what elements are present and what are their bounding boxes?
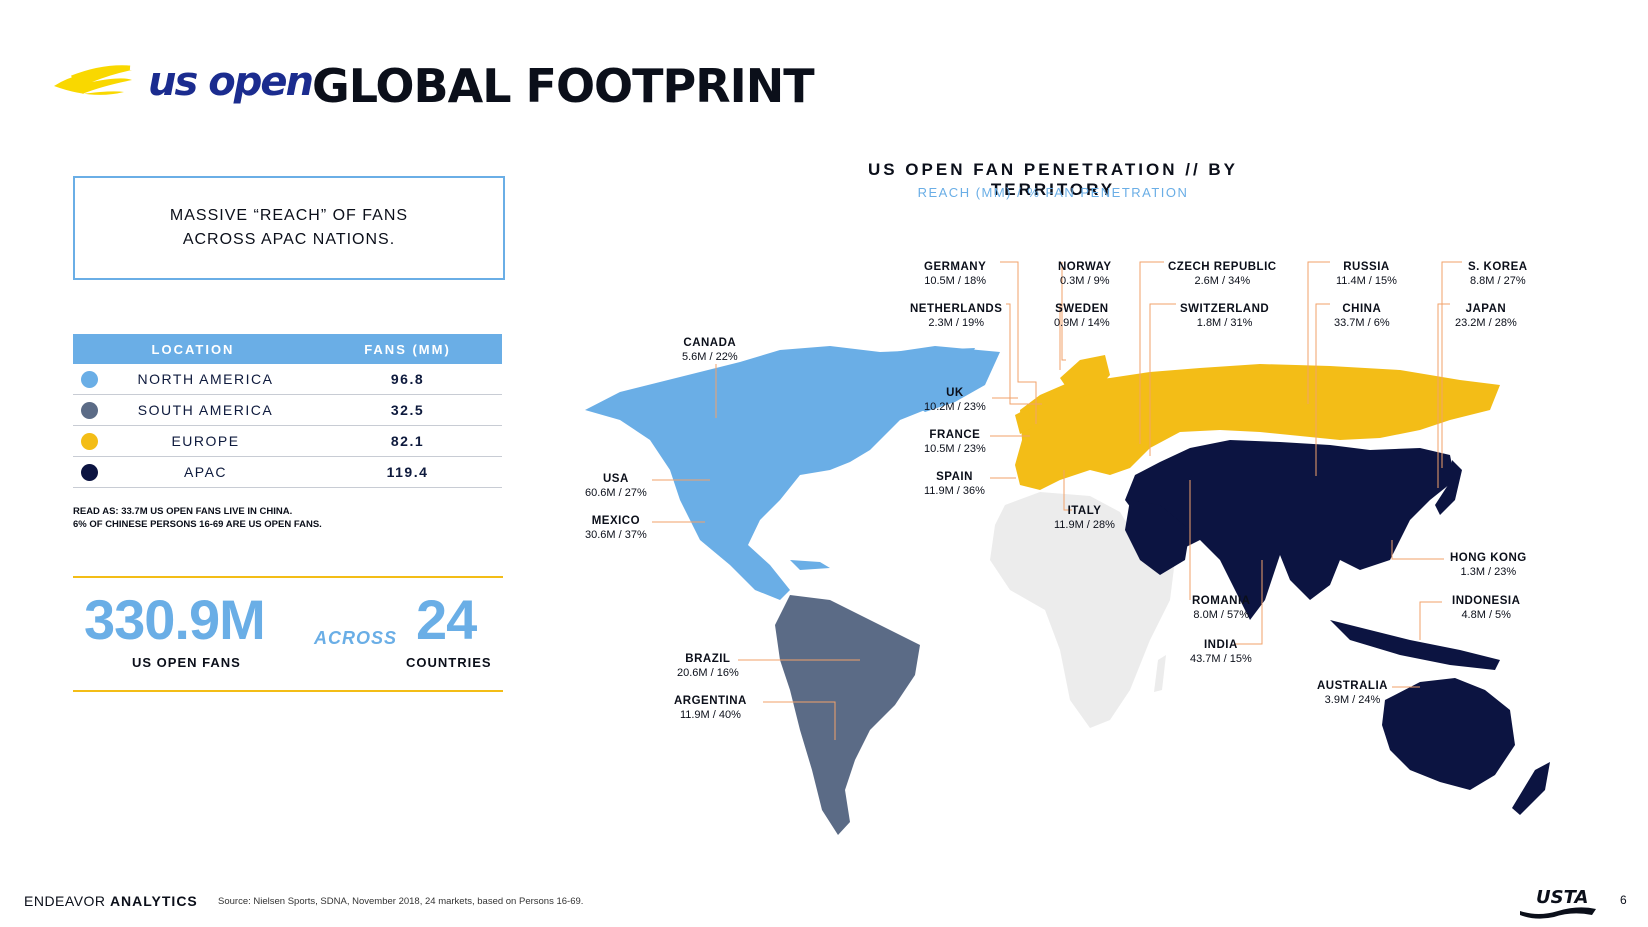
indonesia-shape (1330, 620, 1500, 670)
region-color-dot-icon (81, 432, 98, 450)
countries-label: COUNTRIES (406, 655, 492, 670)
uk-shape (1015, 408, 1032, 434)
row-location: EUROPE (171, 433, 240, 449)
arabia-shape (1125, 500, 1190, 575)
greenland-shape (880, 346, 1000, 412)
callout-line-2: ACROSS APAC NATIONS. (182, 231, 396, 248)
endeavor-analytics-logo: ENDEAVOR ANALYTICS (24, 893, 198, 909)
region-color-dot-icon (81, 463, 98, 481)
stats-top-divider (73, 576, 503, 578)
territory-label-india: INDIA 43.7M / 15% (1190, 639, 1252, 665)
territory-label-norway: NORWAY 0.3M / 9% (1058, 261, 1112, 287)
territory-label-spain: SPAIN 11.9M / 36% (924, 471, 985, 497)
territory-label-germany: GERMANY 10.5M / 18% (924, 261, 987, 287)
total-fans-label: US OPEN FANS (132, 655, 241, 670)
territory-label-italy: ITALY 11.9M / 28% (1054, 505, 1115, 531)
territory-label-uk: UK 10.2M / 23% (924, 387, 986, 413)
row-fans: 96.8 (390, 371, 425, 387)
row-fans: 119.4 (386, 464, 429, 480)
territory-label-china: CHINA 33.7M / 6% (1334, 303, 1390, 329)
territory-label-switzerland: SWITZERLAND 1.8M / 31% (1180, 303, 1270, 329)
madagascar-shape (1154, 655, 1166, 692)
territory-label-russia: RUSSIA 11.4M / 15% (1336, 261, 1397, 287)
row-location: APAC (183, 464, 228, 480)
tennis-ball-swoosh-icon (54, 65, 132, 95)
territory-label-romania: ROMANIA 8.0M / 57% (1192, 595, 1251, 621)
countries-value: 24 (416, 588, 477, 651)
table-row: APAC 119.4 (73, 457, 502, 488)
australia-shape (1382, 678, 1515, 790)
read-as-note: READ AS: 33.7M US OPEN FANS LIVE IN CHIN… (73, 505, 322, 531)
territory-label-canada: CANADA 5.6M / 22% (682, 337, 738, 363)
row-fans: 32.5 (390, 402, 425, 418)
map-title: US OPEN FAN PENETRATION // BY TERRITORY (867, 160, 1239, 199)
note-line-1: READ AS: 33.7M US OPEN FANS LIVE IN CHIN… (73, 506, 293, 517)
territory-label-mexico: MEXICO 30.6M / 37% (585, 515, 647, 541)
across-text: ACROSS (314, 628, 398, 648)
africa-shape (990, 492, 1175, 728)
territory-label-brazil: BRAZIL 20.6M / 16% (677, 653, 739, 679)
map-subtitle: REACH (MM) / % FAN PENETRATION (917, 185, 1189, 200)
territory-label-usa: USA 60.6M / 27% (585, 473, 647, 499)
table-row: NORTH AMERICA 96.8 (73, 364, 502, 395)
table-header: LOCATION FANS (MM) (73, 334, 502, 364)
brand-light-text: ENDEAVOR (24, 893, 106, 909)
territory-label-france: FRANCE 10.5M / 23% (924, 429, 986, 455)
leader-lines (652, 261, 1462, 740)
table-row: SOUTH AMERICA 32.5 (73, 395, 502, 426)
europe-russia-shape (1015, 364, 1500, 490)
stats-bottom-divider (73, 690, 503, 692)
north-america-shape (585, 346, 975, 600)
note-line-2: 6% OF CHINESE PERSONS 16-69 ARE US OPEN … (73, 519, 322, 530)
us-open-logo-text: us open (148, 59, 314, 105)
new-zealand-shape (1512, 762, 1550, 815)
usta-logo-text: USTA (1536, 887, 1588, 908)
fans-by-location-table: LOCATION FANS (MM) NORTH AMERICA 96.8 SO… (73, 334, 502, 488)
caribbean-shape (790, 560, 830, 570)
total-fans-value: 330.9M (84, 588, 266, 651)
asia-shape (1125, 440, 1455, 620)
column-header-location: LOCATION (151, 341, 235, 357)
japan-shape (1435, 460, 1462, 515)
usta-logo-icon: USTA (1520, 887, 1596, 919)
page-title: GLOBAL FOOTPRINT (312, 59, 815, 113)
row-fans: 82.1 (390, 433, 425, 449)
south-america-shape (775, 595, 920, 835)
territory-label-australia: AUSTRALIA 3.9M / 24% (1317, 680, 1388, 706)
brand-bold-text: ANALYTICS (109, 893, 198, 909)
row-location: NORTH AMERICA (137, 371, 274, 387)
scandinavia-shape (1060, 355, 1110, 400)
region-color-dot-icon (81, 401, 98, 419)
territory-label-argentina: ARGENTINA 11.9M / 40% (674, 695, 747, 721)
region-color-dot-icon (81, 370, 98, 388)
page-number: 6 (1620, 893, 1627, 907)
territory-label-sweden: SWEDEN 0.9M / 14% (1054, 303, 1110, 329)
callout-line-1: MASSIVE “REACH” OF FANS (169, 207, 409, 224)
territory-label-south-korea: S. KOREA 8.8M / 27% (1468, 261, 1528, 287)
reach-callout-box: MASSIVE “REACH” OF FANS ACROSS APAC NATI… (73, 176, 505, 280)
territory-label-hong-kong: HONG KONG 1.3M / 23% (1450, 552, 1527, 578)
territory-label-czech-republic: CZECH REPUBLIC 2.6M / 34% (1168, 261, 1277, 287)
territory-label-indonesia: INDONESIA 4.8M / 5% (1452, 595, 1521, 621)
source-note: Source: Nielsen Sports, SDNA, November 2… (218, 896, 584, 907)
row-location: SOUTH AMERICA (137, 402, 274, 418)
column-header-fans: FANS (MM) (364, 341, 451, 357)
territory-label-japan: JAPAN 23.2M / 28% (1455, 303, 1517, 329)
table-row: EUROPE 82.1 (73, 426, 502, 457)
territory-label-netherlands: NETHERLANDS 2.3M / 19% (910, 303, 1003, 329)
